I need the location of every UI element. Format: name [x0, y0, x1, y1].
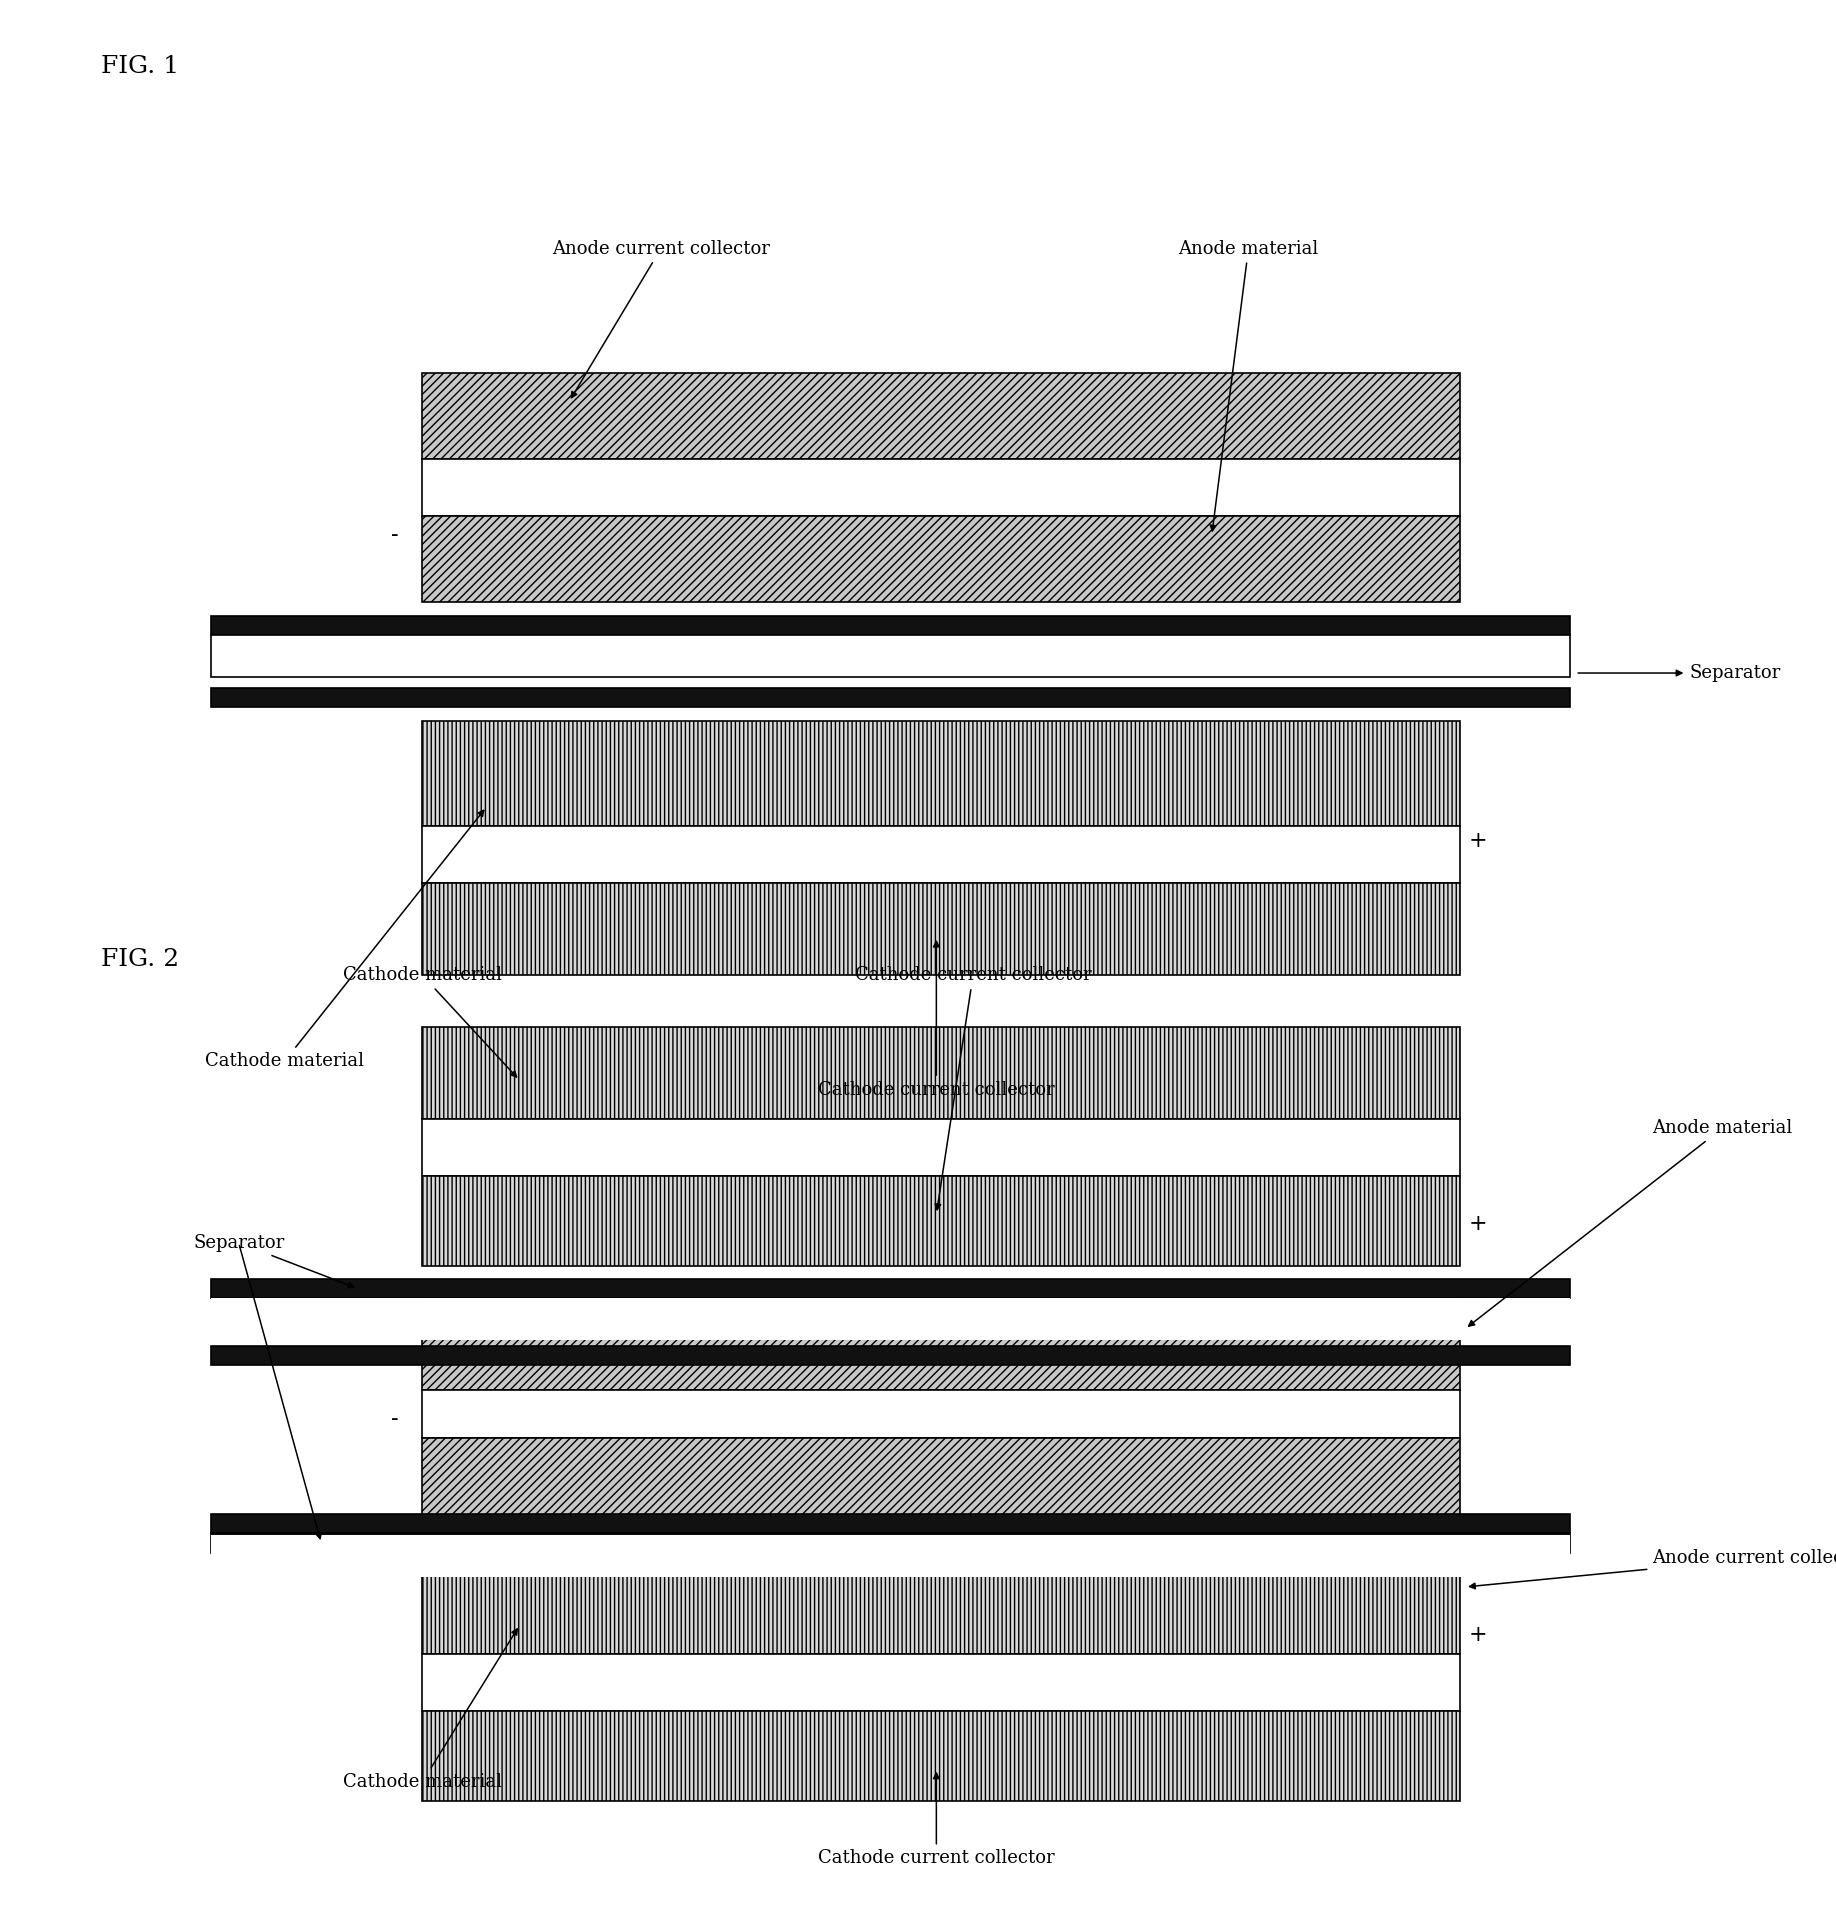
Text: Cathode current collector: Cathode current collector	[819, 941, 1054, 1099]
Bar	[422, 1119, 1460, 1176]
Text: Separator: Separator	[1579, 663, 1781, 683]
Bar	[211, 1533, 1570, 1553]
Bar	[422, 1654, 1460, 1711]
Bar	[422, 1027, 1460, 1119]
Text: Anode current collector: Anode current collector	[1469, 1549, 1836, 1589]
Bar	[422, 373, 1460, 459]
Bar	[422, 1390, 1460, 1438]
Text: Cathode current collector: Cathode current collector	[819, 1772, 1054, 1868]
Bar	[422, 1438, 1460, 1520]
Bar	[211, 688, 1570, 707]
Text: Separator: Separator	[193, 1233, 354, 1287]
Text: FIG. 2: FIG. 2	[101, 948, 180, 971]
Bar	[211, 1514, 1570, 1533]
Text: Anode material: Anode material	[1179, 239, 1318, 532]
Text: Cathode material: Cathode material	[206, 811, 483, 1071]
Bar	[211, 1535, 1570, 1577]
Bar	[422, 1298, 1460, 1390]
Text: -: -	[391, 1407, 398, 1430]
Bar	[211, 1298, 1570, 1340]
Bar	[422, 1562, 1460, 1654]
Bar	[422, 826, 1460, 883]
Bar	[422, 721, 1460, 826]
Text: +: +	[1469, 1623, 1487, 1646]
Bar	[422, 459, 1460, 516]
Bar	[211, 635, 1570, 677]
Text: Cathode material: Cathode material	[343, 1629, 518, 1792]
Bar	[422, 1711, 1460, 1801]
Text: Anode current collector: Anode current collector	[553, 239, 769, 398]
Bar	[211, 1346, 1570, 1365]
Text: Cathode material: Cathode material	[343, 966, 516, 1076]
Text: +: +	[1469, 1212, 1487, 1235]
Text: -: -	[391, 524, 398, 547]
Bar	[211, 616, 1570, 635]
Bar	[422, 1176, 1460, 1266]
Text: FIG. 1: FIG. 1	[101, 55, 178, 78]
Text: Cathode current collector: Cathode current collector	[856, 966, 1091, 1210]
Bar	[211, 1279, 1570, 1298]
Bar	[422, 883, 1460, 975]
Bar	[422, 516, 1460, 602]
Text: Anode material: Anode material	[1469, 1119, 1792, 1327]
Text: +: +	[1469, 830, 1487, 853]
